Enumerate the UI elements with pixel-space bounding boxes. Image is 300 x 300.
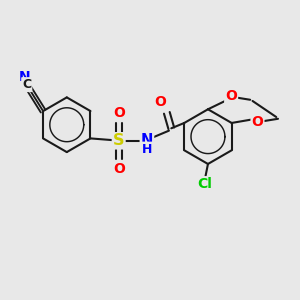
Text: O: O [113, 106, 124, 120]
Text: H: H [142, 142, 153, 156]
Text: O: O [225, 89, 237, 103]
Text: Cl: Cl [197, 177, 212, 191]
Text: O: O [252, 116, 263, 129]
Text: C: C [22, 78, 31, 91]
Text: S: S [113, 133, 124, 148]
Text: O: O [154, 94, 166, 109]
Text: N: N [19, 70, 31, 84]
Text: N: N [141, 133, 153, 148]
Text: O: O [113, 162, 124, 176]
